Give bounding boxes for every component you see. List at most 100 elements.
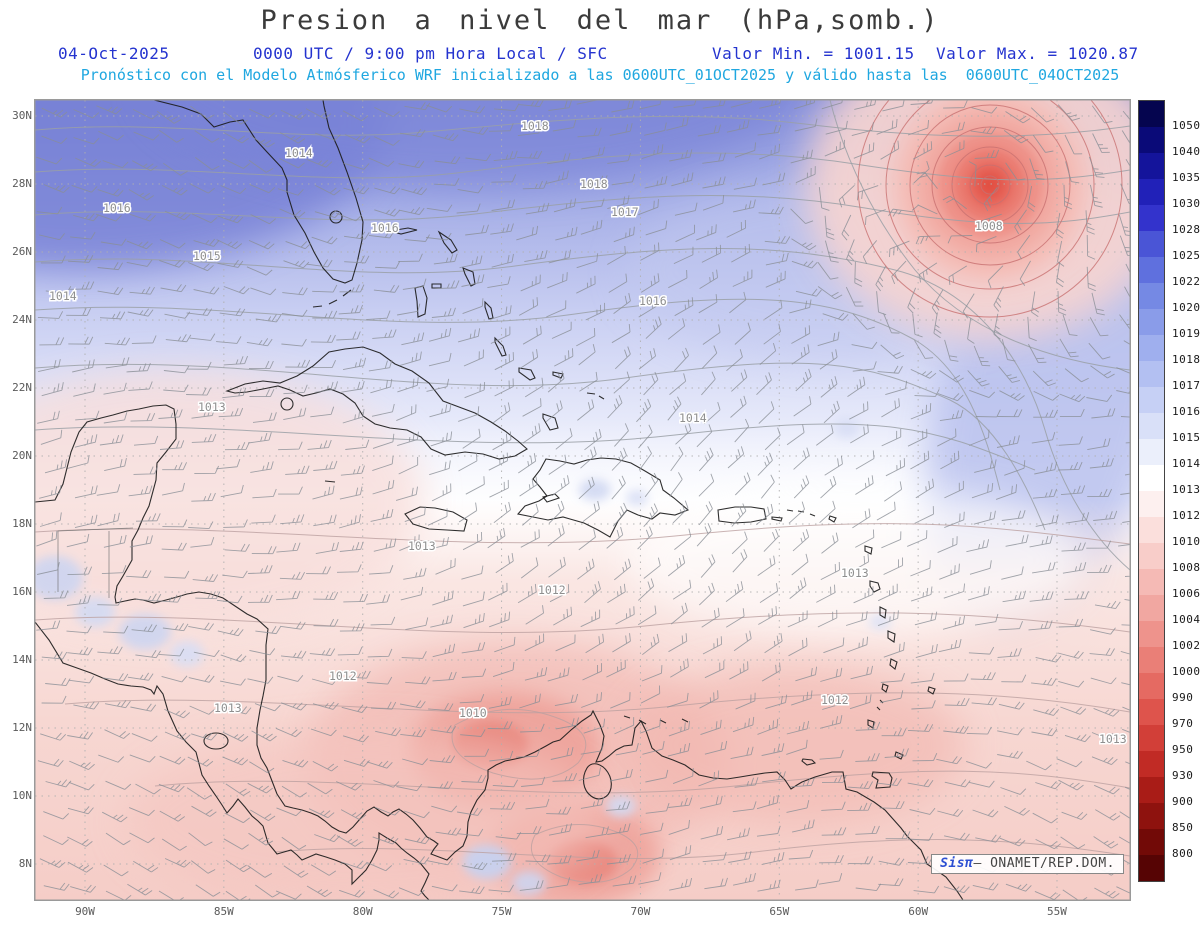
isobar-contours	[35, 100, 1130, 883]
colorbar-tick-label: 1015	[1172, 431, 1200, 444]
colorbar-tick-label: 970	[1172, 717, 1194, 730]
isobar-label: 1013	[214, 701, 242, 715]
colorbar-segment	[1139, 387, 1164, 413]
lat-tick-label: 24N	[12, 313, 32, 326]
lat-tick-label: 14N	[12, 653, 32, 666]
isobar-label: 1013	[198, 400, 226, 414]
colorbar-tick-label: 1022	[1172, 275, 1200, 288]
map-area: 1014 1016 1015 1014 1016 1018 1018 1017 1016 1014…	[34, 99, 1131, 901]
colorbar-tick-label: 1030	[1172, 197, 1200, 210]
lon-tick-label: 80W	[352, 905, 373, 918]
lat-tick-label: 28N	[12, 177, 32, 190]
colorbar-segment	[1139, 465, 1164, 491]
isobar-label: 1012	[538, 583, 566, 597]
lat-tick-label: 8N	[18, 857, 32, 870]
pressure-colorbar: 1050 1040 1035 1030 1028 1025 1022 1020 1019 1018…	[1138, 100, 1200, 882]
colorbar-segment	[1139, 517, 1164, 543]
colorbar-segment	[1139, 231, 1164, 257]
colorbar-segment	[1139, 647, 1164, 673]
colorbar-segment	[1139, 361, 1164, 387]
lat-tick-label: 16N	[12, 585, 32, 598]
cyclone-isobar-rings	[857, 100, 1123, 318]
colorbar-segment	[1139, 569, 1164, 595]
colorbar-tick-label: 1028	[1172, 223, 1200, 236]
lon-tick-label: 70W	[630, 905, 651, 918]
isobar-label: 1013	[1099, 732, 1127, 746]
colorbar-tick-label: 850	[1172, 821, 1194, 834]
colorbar-segment	[1139, 699, 1164, 725]
isobar-label: 1016	[639, 294, 667, 308]
isobar-label: 1017	[611, 205, 639, 219]
lat-tick-label: 26N	[12, 245, 32, 258]
colorbar-segment	[1139, 543, 1164, 569]
colorbar-tick-label: 1014	[1172, 457, 1200, 470]
isobar-label: 1018	[580, 177, 608, 191]
wind-barbs	[36, 100, 1130, 900]
colorbar-segment	[1139, 439, 1164, 465]
lon-tick-label: 75W	[491, 905, 512, 918]
colorbar-segment	[1139, 725, 1164, 751]
colorbar-tick-label: 1000	[1172, 665, 1200, 678]
lon-tick-label: 55W	[1047, 905, 1067, 918]
colorbar-segment	[1139, 829, 1164, 855]
page-title: Presion a nivel del mar (hPa,somb.)	[260, 5, 940, 36]
colorbar-swatches	[1138, 100, 1165, 882]
lat-tick-label: 18N	[12, 517, 32, 530]
watermark: Sisπ– ONAMET/REP.DOM.	[931, 854, 1124, 874]
valid-time-label: 0000 UTC / 9:00 pm Hora Local / SFC	[253, 44, 608, 63]
colorbar-tick-label: 1018	[1172, 353, 1200, 366]
colorbar-tick-label: 1019	[1172, 327, 1200, 340]
colorbar-tick-label: 1006	[1172, 587, 1200, 600]
colorbar-tick-label: 1002	[1172, 639, 1200, 652]
colorbar-segment	[1139, 257, 1164, 283]
lon-tick-label: 65W	[769, 905, 790, 918]
min-value-label: Valor Min. = 1001.15	[712, 44, 915, 63]
colorbar-tick-label: 930	[1172, 769, 1194, 782]
isobar-label: 1012	[821, 693, 849, 707]
isobar-label: 1013	[841, 566, 869, 580]
colorbar-segment	[1139, 491, 1164, 517]
colorbar-segment	[1139, 595, 1164, 621]
colorbar-segment	[1139, 309, 1164, 335]
isobar-label: 1013	[408, 539, 436, 553]
colorbar-segment	[1139, 101, 1164, 127]
colorbar-segment	[1139, 673, 1164, 699]
isobar-label: 1014	[679, 411, 707, 425]
latlon-gridlines	[35, 100, 1130, 900]
colorbar-segment	[1139, 283, 1164, 309]
colorbar-tick-label: 1035	[1172, 171, 1200, 184]
isobar-label: 1010	[459, 706, 487, 720]
forecast-description: Pronóstico con el Modelo Atmósferico WRF…	[80, 66, 1120, 84]
watermark-text: – ONAMET/REP.DOM.	[973, 856, 1115, 871]
isobar-label: 1008	[975, 219, 1003, 233]
colorbar-segment	[1139, 335, 1164, 361]
colorbar-tick-label: 1016	[1172, 405, 1200, 418]
colorbar-tick-label: 990	[1172, 691, 1194, 704]
colorbar-tick-label: 1008	[1172, 561, 1200, 574]
lon-tick-label: 85W	[213, 905, 234, 918]
lon-tick-label: 90W	[75, 905, 95, 918]
contour-value-labels: 1014101610151014101610181018101710161014…	[48, 118, 1129, 748]
isobar-label: 1015	[193, 249, 221, 263]
colorbar-tick-label: 1017	[1172, 379, 1200, 392]
lon-tick-label: 60W	[908, 905, 929, 918]
lat-tick-label: 10N	[12, 789, 32, 802]
colorbar-segment	[1139, 413, 1164, 439]
colorbar-segment	[1139, 803, 1164, 829]
isobar-label: 1012	[329, 669, 357, 683]
sispi-logo: Sisπ	[940, 856, 974, 871]
isobar-label: 1018	[521, 119, 549, 133]
colorbar-segment	[1139, 777, 1164, 803]
colorbar-segment	[1139, 205, 1164, 231]
colorbar-segment	[1139, 855, 1164, 881]
colorbar-tick-label: 900	[1172, 795, 1194, 808]
lat-tick-label: 12N	[12, 721, 32, 734]
pressure-map: 1014101610151014101610181018101710161014…	[35, 100, 1130, 900]
colorbar-tick-label: 1004	[1172, 613, 1200, 626]
colorbar-tick-label: 1025	[1172, 249, 1200, 262]
colorbar-tick-label: 1040	[1172, 145, 1200, 158]
coastlines	[35, 100, 964, 900]
lat-tick-label: 20N	[12, 449, 32, 462]
lat-tick-label: 22N	[12, 381, 32, 394]
